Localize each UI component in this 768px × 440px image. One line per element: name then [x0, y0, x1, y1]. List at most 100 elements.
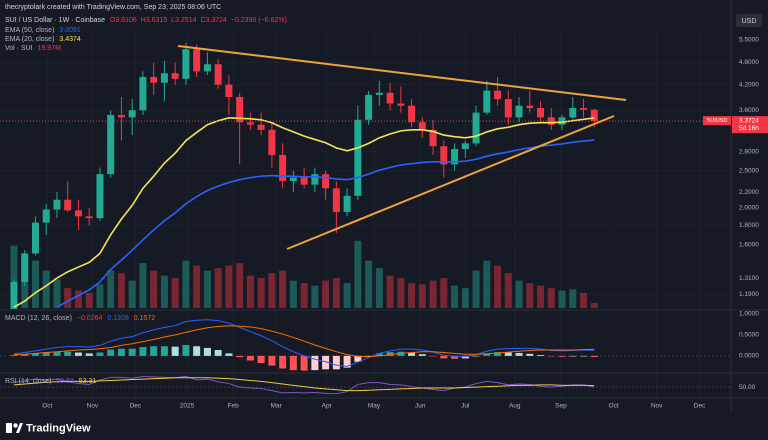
- ohlc-label: C3.3724: [200, 17, 227, 24]
- macd-histogram-bar: [504, 352, 512, 356]
- volume-bar: [289, 280, 297, 308]
- legend-entry: EMA (20, close) 3.4374: [5, 36, 81, 43]
- candle-body: [193, 49, 201, 72]
- volume-bar: [558, 290, 566, 308]
- candle-body: [386, 92, 394, 104]
- volume-bar: [214, 268, 222, 308]
- candle-body: [203, 64, 211, 72]
- ema-line: [56, 139, 595, 308]
- volume-layer: [10, 240, 598, 308]
- legend-value: 3.0091: [59, 27, 81, 34]
- macd-histogram-bar: [193, 346, 201, 356]
- candle-body: [537, 107, 545, 118]
- volume-bar: [53, 279, 61, 308]
- macd-histogram-bar: [408, 352, 416, 356]
- pane-title: MACD (12, 26, close): [5, 315, 72, 322]
- volume-bar: [171, 278, 179, 308]
- ohlc-label: O3.6106: [110, 17, 137, 24]
- price-legend: SUI / US Dollar · 1W · Coinbase O3.6106 …: [5, 17, 287, 24]
- volume-bar: [182, 260, 190, 308]
- ohlc-label: H3.6315: [141, 17, 168, 24]
- legend-entry: Vol · SUI 19.97M: [5, 45, 61, 52]
- ohlc-label: L3.2514: [171, 17, 196, 24]
- candle-body: [343, 195, 351, 213]
- macd-histogram-bar: [440, 355, 448, 359]
- y-tick-label: 0.5000: [739, 332, 759, 339]
- volume-bar: [236, 263, 244, 308]
- volume-bar: [472, 270, 480, 308]
- macd-histogram-bar: [10, 355, 18, 356]
- macd-histogram-bar: [214, 350, 222, 356]
- volume-bar: [590, 303, 598, 308]
- candle-body: [31, 222, 39, 254]
- macd-histogram-bar: [580, 355, 588, 357]
- volume-bar: [246, 275, 254, 308]
- y-tick-label: 1.0000: [739, 311, 759, 318]
- macd-histogram-bar: [322, 355, 330, 370]
- logo-mark: [16, 423, 23, 433]
- x-tick-label: Nov: [87, 403, 99, 410]
- macd-histogram-bar: [547, 355, 555, 357]
- y-tick-label: 0.0000: [739, 353, 759, 360]
- macd-histogram-bar: [96, 352, 104, 356]
- volume-bar: [504, 273, 512, 308]
- candle-body: [590, 109, 598, 122]
- volume-bar: [300, 283, 308, 308]
- volume-bar: [332, 278, 340, 308]
- volume-bar: [64, 288, 72, 308]
- candle-body: [107, 114, 115, 175]
- candle-body: [289, 177, 297, 182]
- macd-histogram-bar: [386, 352, 394, 356]
- x-tick-label: Jun: [415, 403, 426, 410]
- macd-histogram-bar: [160, 346, 168, 356]
- macd-histogram-bar: [182, 344, 190, 356]
- candle-body: [461, 143, 469, 150]
- logo: TradingView: [6, 422, 91, 434]
- symbol-tag-box: [703, 116, 731, 126]
- price-layer: [0, 42, 731, 309]
- candle-body: [408, 105, 416, 123]
- legend-value: 3.4374: [59, 36, 81, 43]
- macd-histogram-bar: [279, 355, 287, 369]
- volume-bar: [418, 284, 426, 308]
- macd-histogram-bar: [354, 355, 362, 362]
- candle-body: [504, 99, 512, 118]
- candle-body: [472, 112, 480, 144]
- volume-bar: [354, 240, 362, 308]
- candle-body: [440, 146, 448, 165]
- volume-bar: [483, 260, 491, 308]
- y-tick-label: 2.5000: [739, 168, 759, 175]
- candle-body: [494, 90, 502, 100]
- volume-bar: [31, 260, 39, 308]
- y-tick-label: 1.6000: [739, 242, 759, 249]
- macd-histogram-bar: [107, 349, 115, 356]
- watermark: thecryptolark created with TradingView.c…: [5, 4, 221, 11]
- macd-histogram-bar: [429, 355, 437, 357]
- candle-body: [139, 76, 147, 111]
- volume-bar: [10, 245, 18, 308]
- logo-mark: [6, 423, 12, 433]
- chart-title: SUI / US Dollar · 1W · Coinbase: [5, 17, 105, 24]
- y-tick-label: 1.8000: [739, 222, 759, 229]
- x-tick-label: May: [368, 403, 381, 410]
- volume-bar: [408, 283, 416, 308]
- candle-body: [515, 105, 523, 118]
- volume-bar: [515, 280, 523, 308]
- macd-histogram-bar: [268, 355, 276, 366]
- volume-bar: [150, 270, 158, 308]
- y-tick-label: 5.5000: [739, 37, 759, 44]
- macd-histogram-bar: [590, 355, 598, 358]
- candle-body: [268, 129, 276, 155]
- macd-histogram-bar: [494, 352, 502, 356]
- candle-body: [483, 90, 491, 113]
- candle-body: [526, 105, 534, 108]
- candle-body: [547, 117, 555, 125]
- legend-name: Vol · SUI: [5, 45, 33, 52]
- macd-histogram-bar: [150, 346, 158, 356]
- candle-body: [354, 119, 362, 196]
- macd-histogram-bar: [64, 351, 72, 356]
- volume-bar: [96, 284, 104, 308]
- volume-bar: [279, 270, 287, 308]
- symbol-tag: SUIUSD: [707, 118, 728, 124]
